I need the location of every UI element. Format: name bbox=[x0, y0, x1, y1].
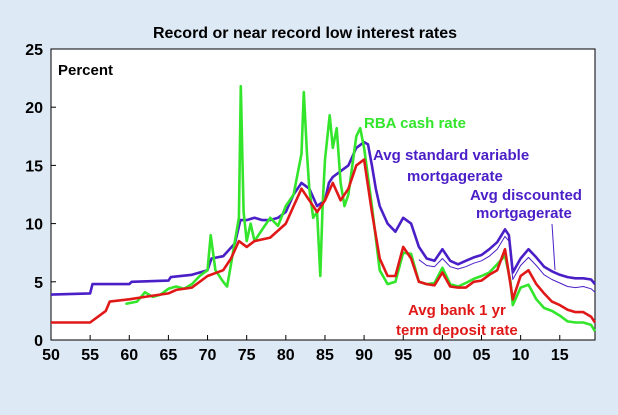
y-tick-label: 25 bbox=[25, 42, 43, 59]
y-tick-label: 0 bbox=[34, 333, 43, 350]
x-tick-label: 60 bbox=[120, 347, 138, 364]
x-tick-label: 05 bbox=[473, 347, 491, 364]
x-tick-label: 00 bbox=[433, 347, 451, 364]
y-axis-label: Percent bbox=[58, 62, 113, 79]
x-tick-label: 75 bbox=[238, 347, 256, 364]
annotation-discounted-line2: mortgagerate bbox=[476, 205, 572, 222]
y-tick-label: 10 bbox=[25, 217, 43, 234]
annotation-discounted-line1: Avg discounted bbox=[470, 187, 582, 204]
y-tick-label: 5 bbox=[34, 275, 43, 292]
y-tick-label: 20 bbox=[25, 100, 43, 117]
annotation-term-deposit-line1: Avg bank 1 yr bbox=[408, 302, 506, 319]
series-line-standard-variable bbox=[50, 140, 596, 296]
x-tick-label: 95 bbox=[394, 347, 412, 364]
series-layer bbox=[50, 84, 597, 332]
x-tick-label: 80 bbox=[277, 347, 295, 364]
x-tick-label: 15 bbox=[551, 347, 569, 364]
annotation-leader-line bbox=[551, 223, 556, 271]
x-tick-label: 65 bbox=[160, 347, 178, 364]
annotation-svr-line1: Avg standard variable bbox=[373, 147, 529, 164]
x-tick-label: 70 bbox=[199, 347, 217, 364]
series-line-discounted bbox=[418, 235, 596, 293]
x-tick-label: 90 bbox=[355, 347, 373, 364]
x-tick-label: 10 bbox=[512, 347, 530, 364]
series-line-term-deposit bbox=[51, 158, 597, 324]
x-tick-label: 85 bbox=[316, 347, 334, 364]
x-tick-label: 55 bbox=[81, 347, 99, 364]
y-tick-label: 15 bbox=[25, 158, 43, 175]
annotation-term-deposit-line2: term deposit rate bbox=[396, 322, 518, 339]
x-tick-label: 50 bbox=[42, 347, 60, 364]
chart-title: Record or near record low interest rates bbox=[153, 25, 457, 42]
annotation-rba-cash-rate: RBA cash rate bbox=[364, 115, 466, 132]
series-annotations: RBA cash rate Avg standard variable mort… bbox=[364, 115, 582, 339]
annotation-svr-line2: mortgagerate bbox=[407, 168, 503, 185]
